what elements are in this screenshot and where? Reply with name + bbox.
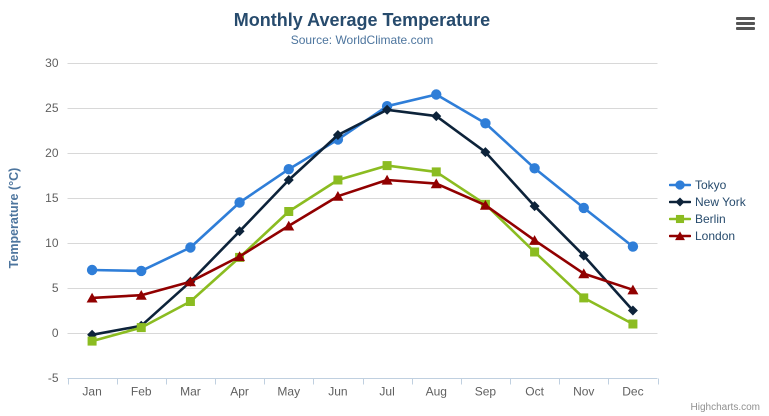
legend-item-berlin[interactable]: Berlin bbox=[669, 212, 746, 226]
y-axis-tick-label: 10 bbox=[45, 236, 59, 250]
legend-item-label: Berlin bbox=[695, 212, 726, 226]
y-axis-tick-label: 0 bbox=[52, 326, 59, 340]
series-new-york bbox=[87, 104, 638, 340]
x-axis-tick-label: Jan bbox=[82, 385, 101, 399]
legend-item-label: London bbox=[695, 229, 736, 243]
hamburger-menu-icon bbox=[736, 17, 755, 20]
x-axis-tick-label: Jun bbox=[328, 385, 347, 399]
legend: Tokyo New York Berlin London bbox=[669, 178, 746, 243]
legend-item-label: Tokyo bbox=[695, 178, 727, 192]
y-axis-tick-label: 30 bbox=[45, 56, 59, 70]
diamond-series-marker-icon bbox=[669, 197, 691, 207]
y-axis-tick-label: 20 bbox=[45, 146, 59, 160]
export-menu-button[interactable] bbox=[736, 17, 755, 30]
series-line-new-york bbox=[90, 108, 635, 337]
legend-item-london[interactable]: London bbox=[669, 229, 746, 243]
legend-item-new-york[interactable]: New York bbox=[669, 195, 746, 209]
hamburger-menu-icon bbox=[736, 27, 755, 30]
x-axis-tick-label: Aug bbox=[426, 385, 447, 399]
x-axis-tick-label: Dec bbox=[622, 385, 643, 399]
series-tokyo bbox=[86, 89, 639, 277]
chart-subtitle: Source: WorldClimate.com bbox=[290, 33, 434, 47]
y-axis-tick-label: 15 bbox=[45, 191, 59, 205]
x-axis-tick-label: Mar bbox=[180, 385, 201, 399]
series-line-berlin bbox=[90, 164, 635, 343]
x-axis-tick-label: May bbox=[277, 385, 300, 399]
x-axis-tick-label: Apr bbox=[230, 385, 249, 399]
circle-series-marker-icon bbox=[669, 180, 691, 190]
series-london bbox=[86, 174, 639, 303]
chart-title: Monthly Average Temperature bbox=[233, 10, 491, 30]
hamburger-menu-icon bbox=[736, 22, 755, 25]
x-axis-tick-label: Feb bbox=[131, 385, 152, 399]
triangle-series-marker-icon bbox=[669, 231, 691, 241]
x-axis-tick-label: Sep bbox=[475, 385, 497, 399]
x-axis-tick-label: Jul bbox=[379, 385, 394, 399]
highcharts-credit[interactable]: Highcharts.com bbox=[690, 402, 760, 413]
y-axis-tick-label: 5 bbox=[52, 281, 59, 295]
y-axis-tick-label: 25 bbox=[45, 101, 59, 115]
square-series-marker-icon bbox=[669, 214, 691, 224]
series-line-london bbox=[90, 178, 635, 300]
legend-item-tokyo[interactable]: Tokyo bbox=[669, 178, 746, 192]
x-axis-tick-label: Oct bbox=[525, 385, 544, 399]
x-axis-tick-label: Nov bbox=[573, 385, 594, 399]
y-axis-tick-label: -5 bbox=[48, 371, 59, 385]
legend-item-label: New York bbox=[695, 195, 746, 209]
